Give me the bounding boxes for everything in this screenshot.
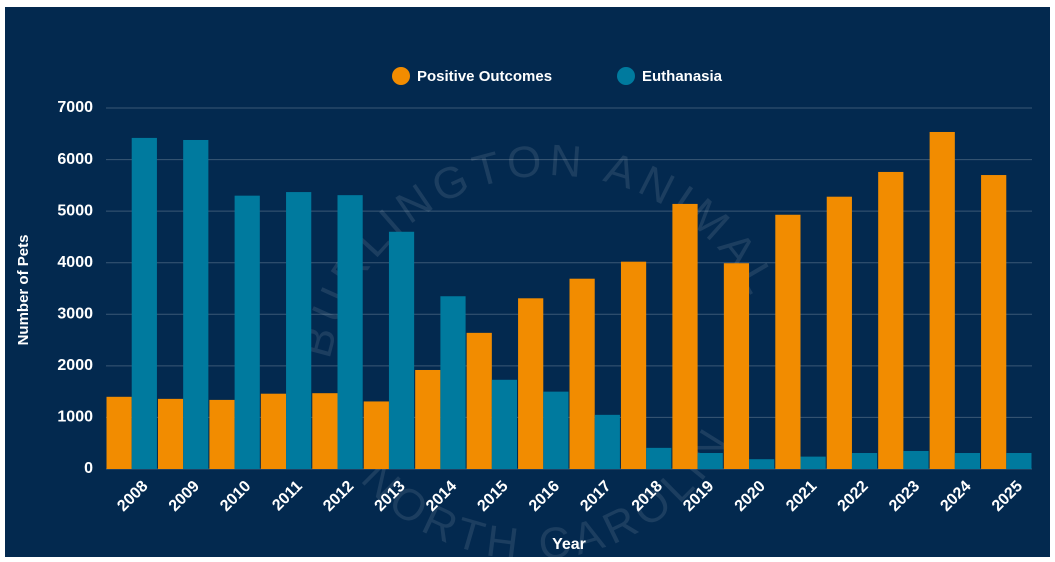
bar <box>312 393 338 469</box>
bar <box>209 399 235 469</box>
bar <box>903 450 929 469</box>
legend-label: Positive Outcomes <box>417 68 552 85</box>
bar <box>851 453 878 469</box>
bar <box>800 456 826 469</box>
bar <box>697 453 723 469</box>
x-axis-label: Year <box>552 536 586 553</box>
bar <box>131 137 157 469</box>
legend-swatch <box>392 67 410 85</box>
bar <box>981 175 1007 470</box>
y-axis-label: Number of Pets <box>15 235 32 346</box>
bar <box>929 131 955 469</box>
bar <box>826 196 852 469</box>
bar <box>672 203 698 469</box>
bar <box>620 261 647 469</box>
bar <box>388 231 415 469</box>
y-tick-label: 0 <box>84 460 93 477</box>
bar <box>234 195 260 469</box>
y-tick-label: 2000 <box>57 357 93 374</box>
legend-swatch <box>617 67 635 85</box>
bar <box>440 296 466 469</box>
bar <box>878 171 904 469</box>
bar <box>363 401 389 469</box>
y-tick-label: 7000 <box>57 99 93 116</box>
bar <box>749 459 775 469</box>
bar <box>1006 453 1032 469</box>
bar <box>415 369 441 469</box>
bar <box>954 453 981 469</box>
y-tick-label: 3000 <box>57 306 93 323</box>
bar <box>723 263 750 469</box>
y-tick-label: 5000 <box>57 202 93 219</box>
bar <box>569 278 595 469</box>
bar <box>337 195 363 470</box>
bar <box>183 139 209 469</box>
bar <box>646 447 672 469</box>
bar <box>775 214 801 469</box>
bar <box>491 379 518 469</box>
legend-label: Euthanasia <box>642 68 723 85</box>
bar <box>594 414 620 469</box>
bar <box>157 398 184 469</box>
bar <box>543 391 569 469</box>
bar <box>260 393 287 469</box>
y-tick-label: 6000 <box>57 151 93 168</box>
bar <box>286 192 312 469</box>
y-tick-label: 4000 <box>57 254 93 271</box>
bar <box>106 396 132 469</box>
y-tick-label: 1000 <box>57 409 93 426</box>
bar <box>518 298 544 469</box>
bar <box>466 332 492 469</box>
